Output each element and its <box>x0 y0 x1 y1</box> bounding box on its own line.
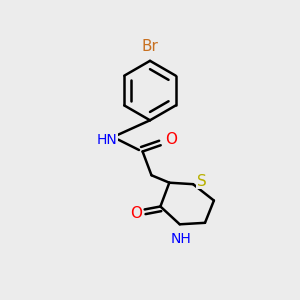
Text: S: S <box>197 174 207 189</box>
Text: O: O <box>165 132 177 147</box>
Text: HN: HN <box>97 133 117 147</box>
Text: NH: NH <box>171 232 192 246</box>
Text: O: O <box>130 206 142 221</box>
Text: Br: Br <box>142 39 158 54</box>
